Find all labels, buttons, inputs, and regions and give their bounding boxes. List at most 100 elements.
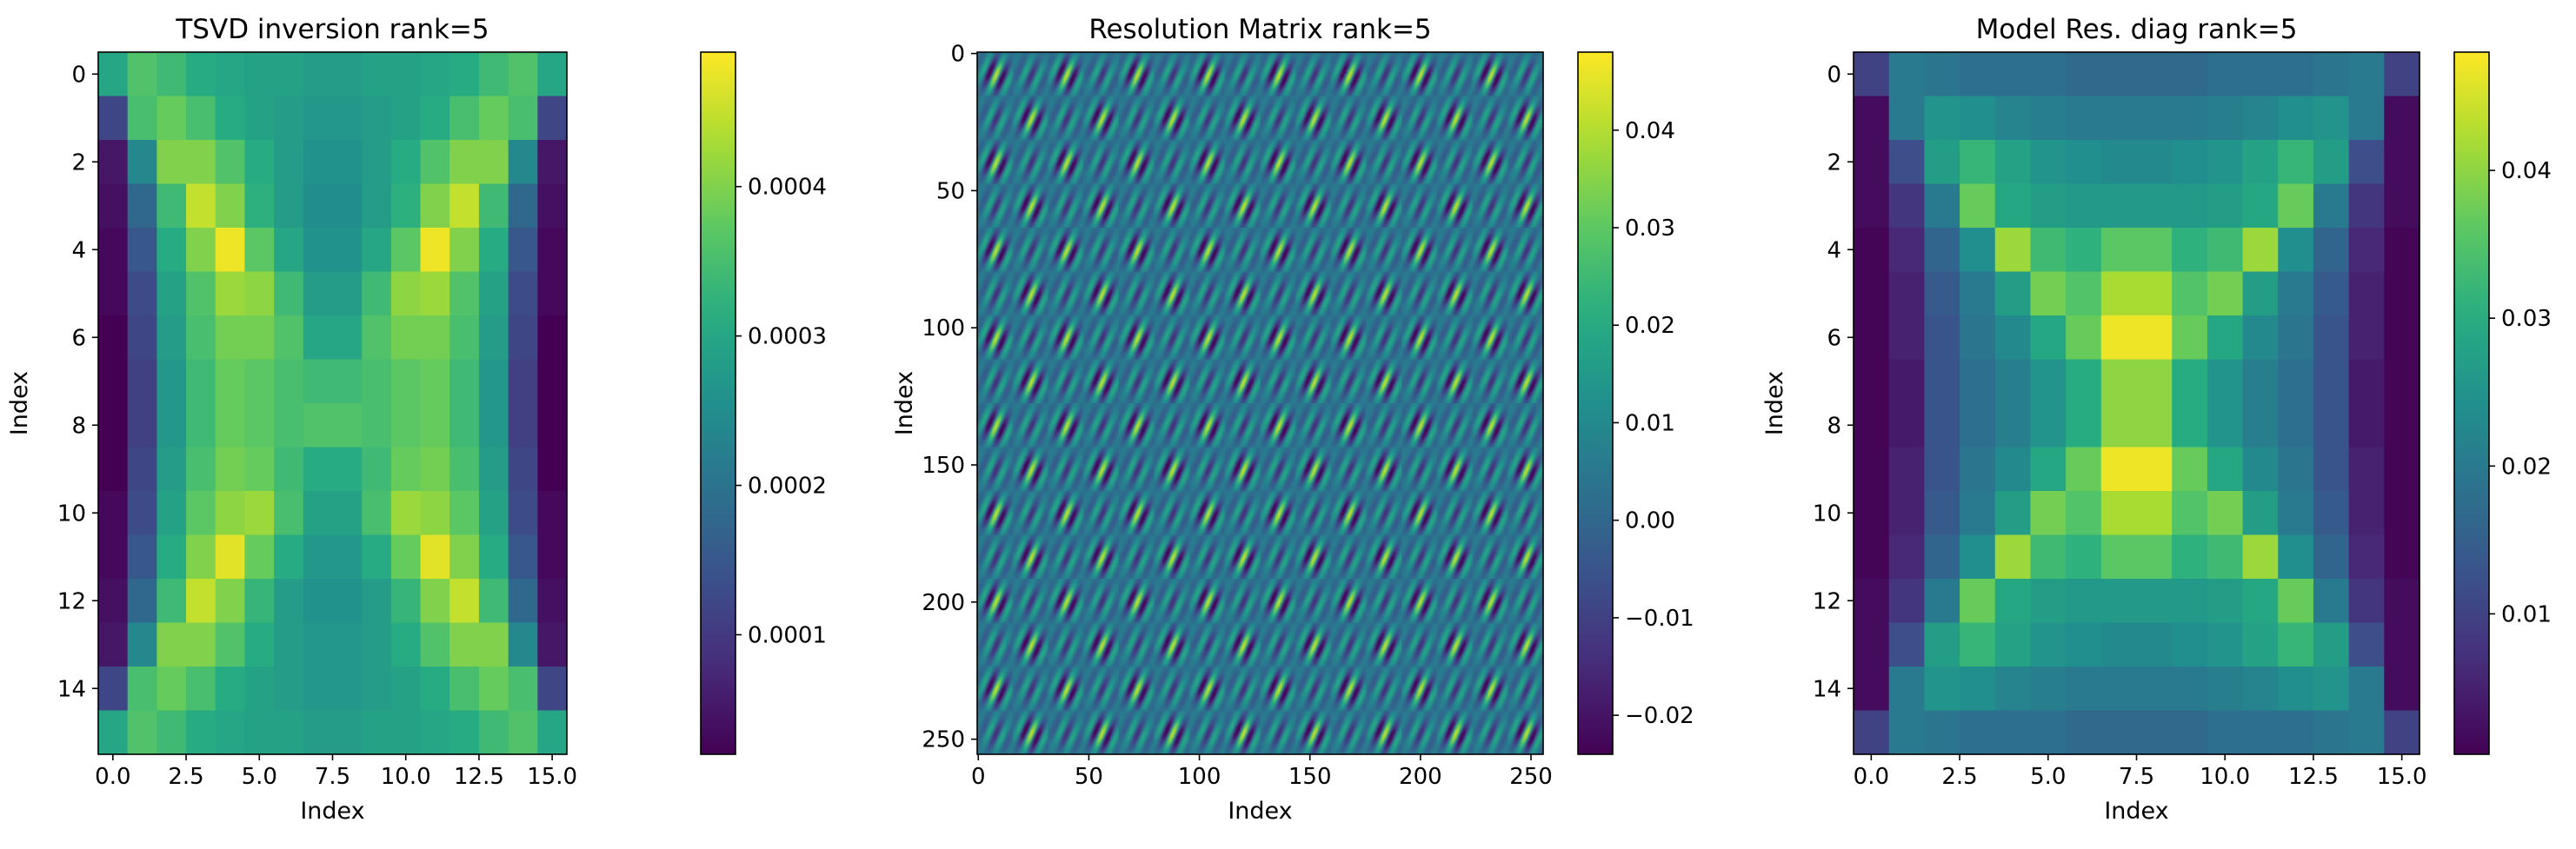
heatmap-cell bbox=[332, 534, 363, 580]
colorbar-tick-label: 0.01 bbox=[2501, 601, 2552, 627]
heatmap-cell bbox=[303, 491, 334, 536]
heatmap-cell bbox=[98, 228, 129, 273]
heatmap-cell bbox=[537, 403, 568, 448]
heatmap-cell bbox=[2030, 315, 2067, 361]
heatmap-cell bbox=[303, 52, 334, 97]
heatmap-cell bbox=[127, 315, 157, 361]
x-tick-label: 250 bbox=[1509, 764, 1553, 790]
heatmap-cell bbox=[98, 359, 129, 404]
heatmap-cell bbox=[420, 271, 450, 316]
heatmap-cell bbox=[303, 534, 334, 580]
colorbar-tick-label: −0.01 bbox=[1625, 606, 1694, 632]
heatmap-cell bbox=[362, 403, 392, 448]
heatmap-cell bbox=[2066, 96, 2102, 141]
heatmap-cell bbox=[98, 183, 129, 229]
heatmap-cell bbox=[186, 667, 216, 712]
heatmap-cell bbox=[362, 228, 392, 273]
heatmap-cell bbox=[2242, 579, 2279, 624]
heatmap-cell bbox=[2207, 403, 2244, 448]
heatmap-cell bbox=[390, 228, 422, 273]
heatmap-cell bbox=[478, 447, 509, 492]
heatmap-cell bbox=[2278, 183, 2314, 229]
x-tick-label: 7.5 bbox=[315, 764, 350, 790]
y-tick-label: 4 bbox=[1827, 237, 1841, 263]
heatmap-cell bbox=[156, 447, 187, 492]
heatmap-cell bbox=[2242, 710, 2279, 755]
x-axis-label: Index bbox=[1228, 798, 1292, 825]
heatmap-cell bbox=[478, 710, 509, 755]
heatmap-cell bbox=[537, 52, 568, 97]
heatmap-cell bbox=[537, 140, 568, 185]
heatmap-cell bbox=[244, 96, 275, 141]
heatmap-cell bbox=[2348, 96, 2385, 141]
heatmap-cell bbox=[390, 403, 422, 448]
heatmap-cell bbox=[2313, 447, 2350, 492]
heatmap-cell bbox=[2066, 667, 2102, 712]
heatmap-cell bbox=[156, 491, 187, 536]
heatmap-cell bbox=[127, 96, 157, 141]
heatmap-cell bbox=[98, 447, 129, 492]
heatmap-cell bbox=[244, 403, 275, 448]
heatmap-cell bbox=[2100, 491, 2138, 536]
y-tick-label: 2 bbox=[71, 149, 86, 176]
heatmap-cell bbox=[2100, 96, 2138, 141]
heatmap-cell bbox=[537, 667, 568, 712]
heatmap-cell bbox=[186, 359, 216, 404]
heatmap-cell bbox=[537, 359, 568, 404]
y-tick-label: 0 bbox=[71, 62, 86, 88]
heatmap-cell bbox=[2242, 622, 2279, 667]
colorbar-tick-label: 0.02 bbox=[1625, 313, 1675, 339]
heatmap-cell bbox=[127, 403, 157, 448]
heatmap-cell bbox=[449, 579, 480, 624]
heatmap-cell bbox=[2207, 447, 2244, 492]
heatmap-cell bbox=[390, 315, 422, 361]
heatmap-cell bbox=[2172, 622, 2208, 667]
heatmap-cell bbox=[2384, 140, 2420, 185]
colorbar-tick-label: 0.03 bbox=[1625, 216, 1675, 242]
heatmap-cell bbox=[2207, 52, 2244, 97]
heatmap-cell bbox=[537, 315, 568, 361]
heatmap-cell bbox=[2030, 622, 2067, 667]
heatmap-cell bbox=[332, 52, 363, 97]
heatmap-cell bbox=[1994, 52, 2032, 97]
heatmap-cell bbox=[2100, 315, 2138, 361]
heatmap-cell bbox=[2066, 534, 2102, 580]
heatmap-cell bbox=[1888, 534, 1925, 580]
heatmap-cell bbox=[2066, 228, 2102, 273]
heatmap-cell bbox=[2207, 667, 2244, 712]
heatmap-cell bbox=[449, 140, 480, 185]
heatmap-cell bbox=[1888, 622, 1925, 667]
heatmap-cell bbox=[2136, 534, 2173, 580]
heatmap-cell bbox=[449, 667, 480, 712]
heatmap-cell bbox=[478, 534, 509, 580]
heatmap-cell bbox=[1854, 359, 1890, 404]
heatmap-cell bbox=[2172, 491, 2208, 536]
heatmap-cell bbox=[362, 183, 392, 229]
heatmap-cell bbox=[186, 228, 216, 273]
heatmap-cell bbox=[508, 315, 538, 361]
heatmap-cell bbox=[1994, 622, 2032, 667]
heatmap-cell bbox=[127, 140, 157, 185]
heatmap-cell bbox=[332, 622, 363, 667]
heatmap-cell bbox=[1994, 228, 2032, 273]
heatmap-cell bbox=[2278, 534, 2314, 580]
heatmap-cell bbox=[127, 710, 157, 755]
heatmap-cell bbox=[215, 579, 246, 624]
heatmap-cell bbox=[390, 447, 422, 492]
heatmap-cell bbox=[1854, 52, 1890, 97]
heatmap-cell bbox=[508, 96, 538, 141]
heatmap-cell bbox=[2030, 183, 2067, 229]
x-tick-label: 10.0 bbox=[381, 764, 431, 790]
heatmap-cell bbox=[215, 534, 246, 580]
heatmap-cell bbox=[244, 228, 275, 273]
x-tick-label: 12.5 bbox=[454, 764, 504, 790]
heatmap-cell bbox=[420, 447, 450, 492]
heatmap-cell bbox=[1888, 271, 1925, 316]
heatmap-cell bbox=[2278, 359, 2314, 404]
heatmap-cell bbox=[127, 183, 157, 229]
heatmap-cell bbox=[2313, 534, 2350, 580]
heatmap-cell bbox=[420, 491, 450, 536]
heatmap-cell bbox=[156, 710, 187, 755]
heatmap-cell bbox=[2136, 579, 2173, 624]
